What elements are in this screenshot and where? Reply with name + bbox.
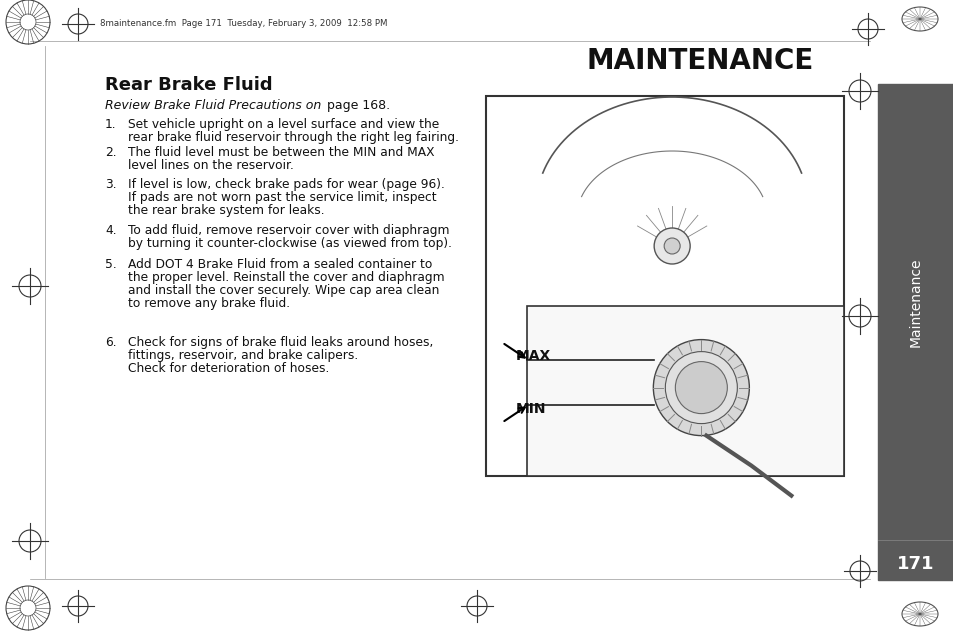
Text: 3.: 3. (105, 178, 116, 191)
Text: The fluid level must be between the MIN and MAX: The fluid level must be between the MIN … (128, 146, 434, 159)
Text: the rear brake system for leaks.: the rear brake system for leaks. (128, 204, 324, 217)
Circle shape (653, 340, 748, 436)
Text: Maintenance: Maintenance (908, 257, 923, 347)
Circle shape (654, 228, 689, 264)
Circle shape (663, 238, 679, 254)
Text: level lines on the reservoir.: level lines on the reservoir. (128, 159, 294, 172)
Bar (526, 306, 843, 476)
Text: 2.: 2. (105, 146, 116, 159)
Text: 5.: 5. (105, 258, 116, 271)
Bar (877, 84, 953, 580)
Text: MAX: MAX (516, 349, 551, 363)
Text: by turning it counter-clockwise (as viewed from top).: by turning it counter-clockwise (as view… (128, 237, 452, 250)
Text: 4.: 4. (105, 224, 116, 237)
Text: Rear Brake Fluid: Rear Brake Fluid (105, 76, 273, 94)
Circle shape (664, 352, 737, 424)
Text: MIN: MIN (516, 401, 546, 415)
Bar (485, 96, 843, 476)
Text: 1.: 1. (105, 118, 116, 131)
Text: the proper level. Reinstall the cover and diaphragm: the proper level. Reinstall the cover an… (128, 271, 444, 284)
Text: MAINTENANCE: MAINTENANCE (586, 47, 813, 75)
Text: Set vehicle upright on a level surface and view the: Set vehicle upright on a level surface a… (128, 118, 438, 131)
Text: Check for deterioration of hoses.: Check for deterioration of hoses. (128, 362, 329, 375)
Text: 6.: 6. (105, 336, 116, 349)
Text: to remove any brake fluid.: to remove any brake fluid. (128, 297, 290, 310)
Text: fittings, reservoir, and brake calipers.: fittings, reservoir, and brake calipers. (128, 349, 358, 362)
Text: If level is low, check brake pads for wear (page 96).: If level is low, check brake pads for we… (128, 178, 444, 191)
Text: Add DOT 4 Brake Fluid from a sealed container to: Add DOT 4 Brake Fluid from a sealed cont… (128, 258, 432, 271)
Circle shape (675, 362, 726, 413)
Text: Check for signs of brake fluid leaks around hoses,: Check for signs of brake fluid leaks aro… (128, 336, 433, 349)
Text: and install the cover securely. Wipe cap area clean: and install the cover securely. Wipe cap… (128, 284, 439, 297)
Text: 171: 171 (897, 555, 934, 573)
Text: 8maintenance.fm  Page 171  Tuesday, February 3, 2009  12:58 PM: 8maintenance.fm Page 171 Tuesday, Februa… (100, 20, 387, 29)
Text: If pads are not worn past the service limit, inspect: If pads are not worn past the service li… (128, 191, 436, 204)
Text: page 168.: page 168. (323, 99, 390, 112)
Text: Review Brake Fluid Precautions on: Review Brake Fluid Precautions on (105, 99, 321, 112)
Text: rear brake fluid reservoir through the right leg fairing.: rear brake fluid reservoir through the r… (128, 131, 458, 144)
Text: To add fluid, remove reservoir cover with diaphragm: To add fluid, remove reservoir cover wit… (128, 224, 449, 237)
